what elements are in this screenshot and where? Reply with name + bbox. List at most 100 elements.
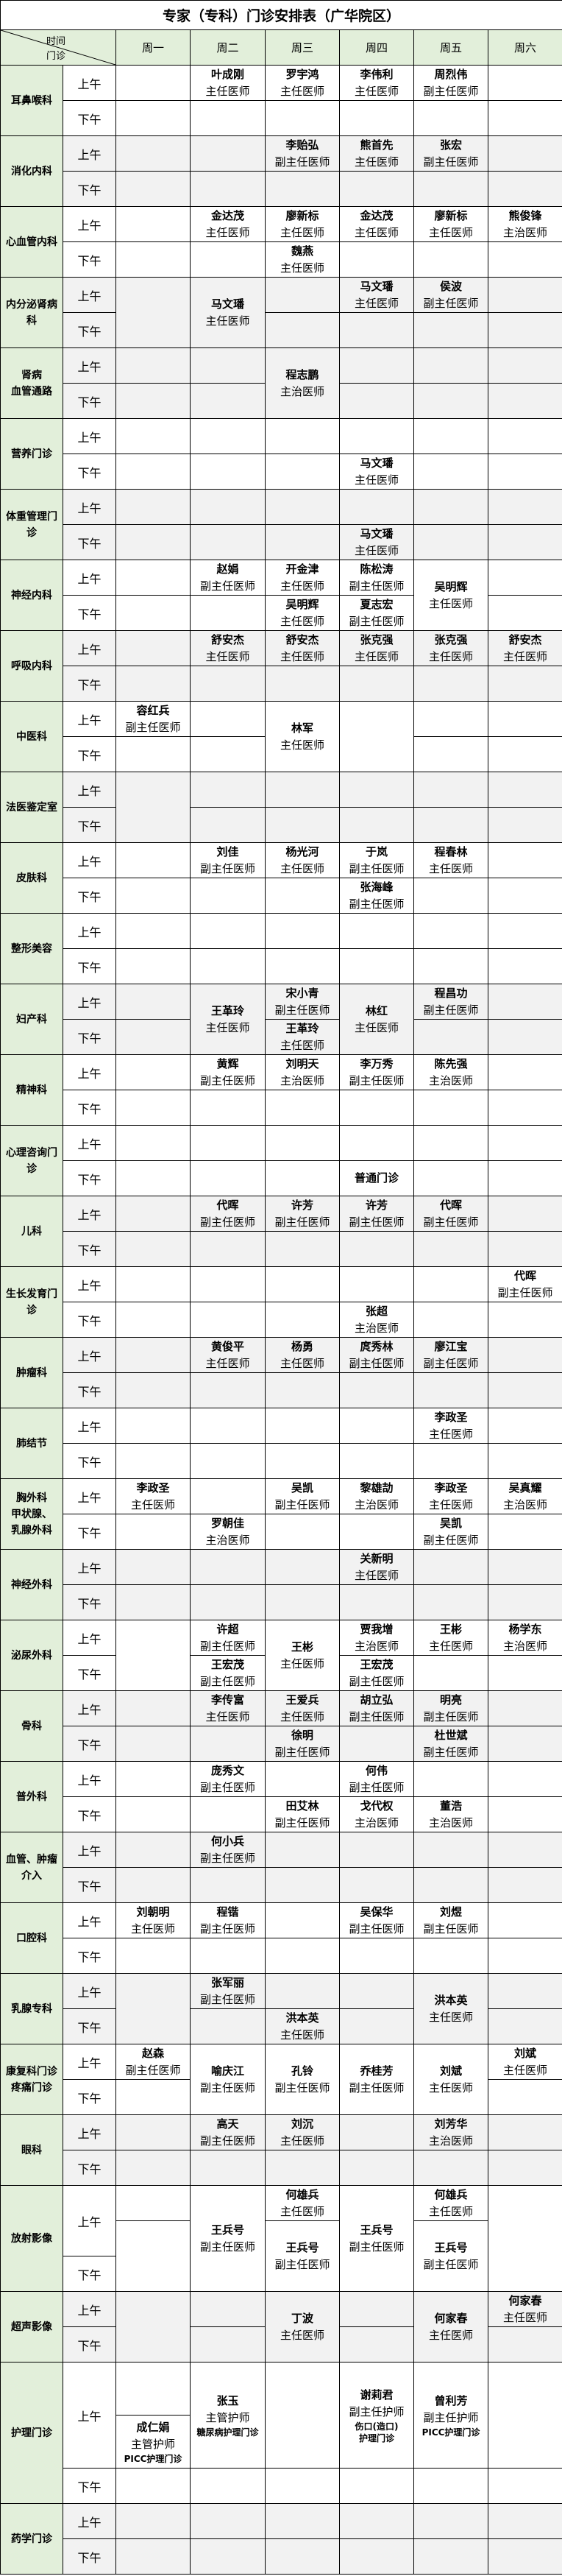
department-name: 血管、肿瘤 介入 [1, 1832, 63, 1903]
doctor-title: 副主任医师 [199, 861, 255, 875]
doctor-name: 叶成刚 [210, 67, 244, 81]
empty-cell [116, 1974, 191, 2044]
doctor-cell: 林军 主任医师 [266, 702, 340, 772]
doctor-title: 主任医师 [428, 1639, 473, 1653]
doctor-cell: 杨勇 主任医师 [266, 1338, 340, 1373]
doctor-name: 马文璠 [360, 456, 394, 470]
empty-cell [191, 490, 266, 525]
empty-cell [191, 348, 266, 384]
empty-cell [488, 1585, 562, 1620]
doctor-name: 刘斌 [513, 2046, 536, 2060]
time-slot-am: 上午 [63, 914, 116, 949]
empty-cell [191, 1868, 266, 1903]
doctor-title: 主治医师 [354, 1815, 399, 1829]
empty-cell [340, 1938, 414, 1974]
empty-cell [488, 1974, 562, 2009]
clinic-note: 伤口(造口) [355, 2421, 399, 2432]
empty-cell [488, 843, 562, 878]
doctor-cell: 王革玲 主任医师 [191, 984, 266, 1055]
empty-cell [116, 1832, 191, 1868]
department-name: 中医科 [1, 702, 63, 772]
doctor-cell: 何伟 副主任医师 [340, 1762, 414, 1797]
empty-cell [414, 1090, 488, 1126]
doctor-cell: 李传富 主任医师 [191, 1691, 266, 1726]
doctor-cell: 洪本英 主任医师 [414, 1974, 488, 2044]
empty-cell [116, 878, 191, 914]
empty-cell [414, 1302, 488, 1338]
time-slot-am: 上午 [63, 278, 116, 313]
doctor-cell: 侯波 副主任医师 [414, 278, 488, 313]
doctor-title: 主任医师 [354, 84, 399, 98]
doctor-name: 程昌功 [434, 986, 468, 1000]
day-header: 周二 [191, 30, 266, 66]
doctor-title: 主任医师 [428, 225, 473, 239]
empty-cell [266, 914, 340, 949]
time-slot-am: 上午 [63, 1762, 116, 1797]
doctor-name: 王宏茂 [360, 1657, 394, 1671]
time-slot-am: 上午 [63, 2362, 116, 2469]
department-name: 营养门诊 [1, 419, 63, 490]
doctor-cell: 张超 主治医师 [340, 1302, 414, 1338]
doctor-cell: 乔桂芳 副主任医师 [340, 2044, 414, 2115]
doctor-name: 林红 [365, 1003, 388, 1017]
doctor-title: 副主任医师 [274, 1745, 330, 1759]
doctor-cell: 代晖 副主任医师 [191, 1196, 266, 1232]
time-slot-am: 上午 [63, 702, 116, 737]
doctor-name: 洪本英 [285, 2011, 319, 2025]
doctor-name: 刘佳 [216, 844, 239, 858]
doctor-name: 刘斌 [439, 2064, 462, 2078]
empty-cell [266, 490, 340, 525]
doctor-name: 熊首先 [360, 138, 394, 152]
doctor-title: 副主任医师 [349, 2240, 405, 2254]
doctor-title: 主任医师 [280, 84, 324, 98]
empty-cell [488, 1444, 562, 1479]
doctor-name: 代晖 [439, 1198, 462, 1212]
doctor-name: 张克强 [360, 632, 394, 646]
doctor-title: 副主任医师 [199, 1922, 255, 1935]
empty-cell [340, 2292, 414, 2327]
empty-cell [340, 808, 414, 843]
doctor-cell: 马文璠 主任医师 [191, 278, 266, 348]
doctor-name: 曾利芳 [434, 2393, 468, 2407]
empty-cell [488, 1373, 562, 1408]
doctor-cell: 吴明辉 主任医师 [266, 596, 340, 631]
doctor-title: 主任医师 [428, 2081, 473, 2095]
doctor-title: 主任医师 [428, 1427, 473, 1441]
doctor-title: 主任医师 [280, 2328, 324, 2342]
doctor-title: 主任医师 [280, 2134, 324, 2148]
empty-cell [340, 1974, 414, 2009]
doctor-name: 明亮 [439, 1693, 462, 1707]
doctor-cell: 刘佳 副主任医师 [191, 843, 266, 878]
doctor-title: 主任医师 [280, 649, 324, 663]
empty-cell [414, 2469, 488, 2504]
doctor-title: 主治医师 [280, 1073, 324, 1087]
doctor-name: 马文璠 [360, 526, 394, 540]
empty-cell [116, 1161, 191, 1196]
empty-cell [266, 1938, 340, 1974]
doctor-title: 主任医师 [354, 543, 399, 557]
empty-cell [191, 1938, 266, 1974]
empty-cell [191, 525, 266, 560]
doctor-cell: 宋小青 副主任医师 [266, 984, 340, 1020]
doctor-name: 林军 [291, 721, 313, 735]
doctor-name: 代晖 [513, 1268, 536, 1282]
time-slot-pm: 下午 [63, 242, 116, 278]
doctor-name: 许超 [216, 1622, 239, 1636]
department-name: 内分泌肾病科 [1, 278, 63, 348]
empty-cell [340, 1444, 414, 1479]
doctor-title: 副主任医师 [423, 1922, 479, 1935]
doctor-title: 副主任医师 [349, 579, 405, 593]
doctor-title: 主任医师 [280, 2204, 324, 2218]
doctor-name: 吴保华 [360, 1905, 394, 1919]
department-name: 法医鉴定室 [1, 772, 63, 843]
empty-cell [340, 914, 414, 949]
doctor-title: 副主任医师 [349, 1709, 405, 1723]
doctor-name: 谢莉君 [360, 2388, 394, 2402]
doctor-name: 王彬 [291, 1640, 313, 1654]
doctor-cell: 李万秀 副主任医师 [340, 1055, 414, 1090]
doctor-name: 金达茂 [360, 208, 394, 222]
doctor-cell: 代晖 副主任医师 [488, 1267, 562, 1302]
clinic-note: 糖尿病护理门诊 [196, 2427, 259, 2438]
doctor-title: 主任医师 [428, 2010, 473, 2024]
